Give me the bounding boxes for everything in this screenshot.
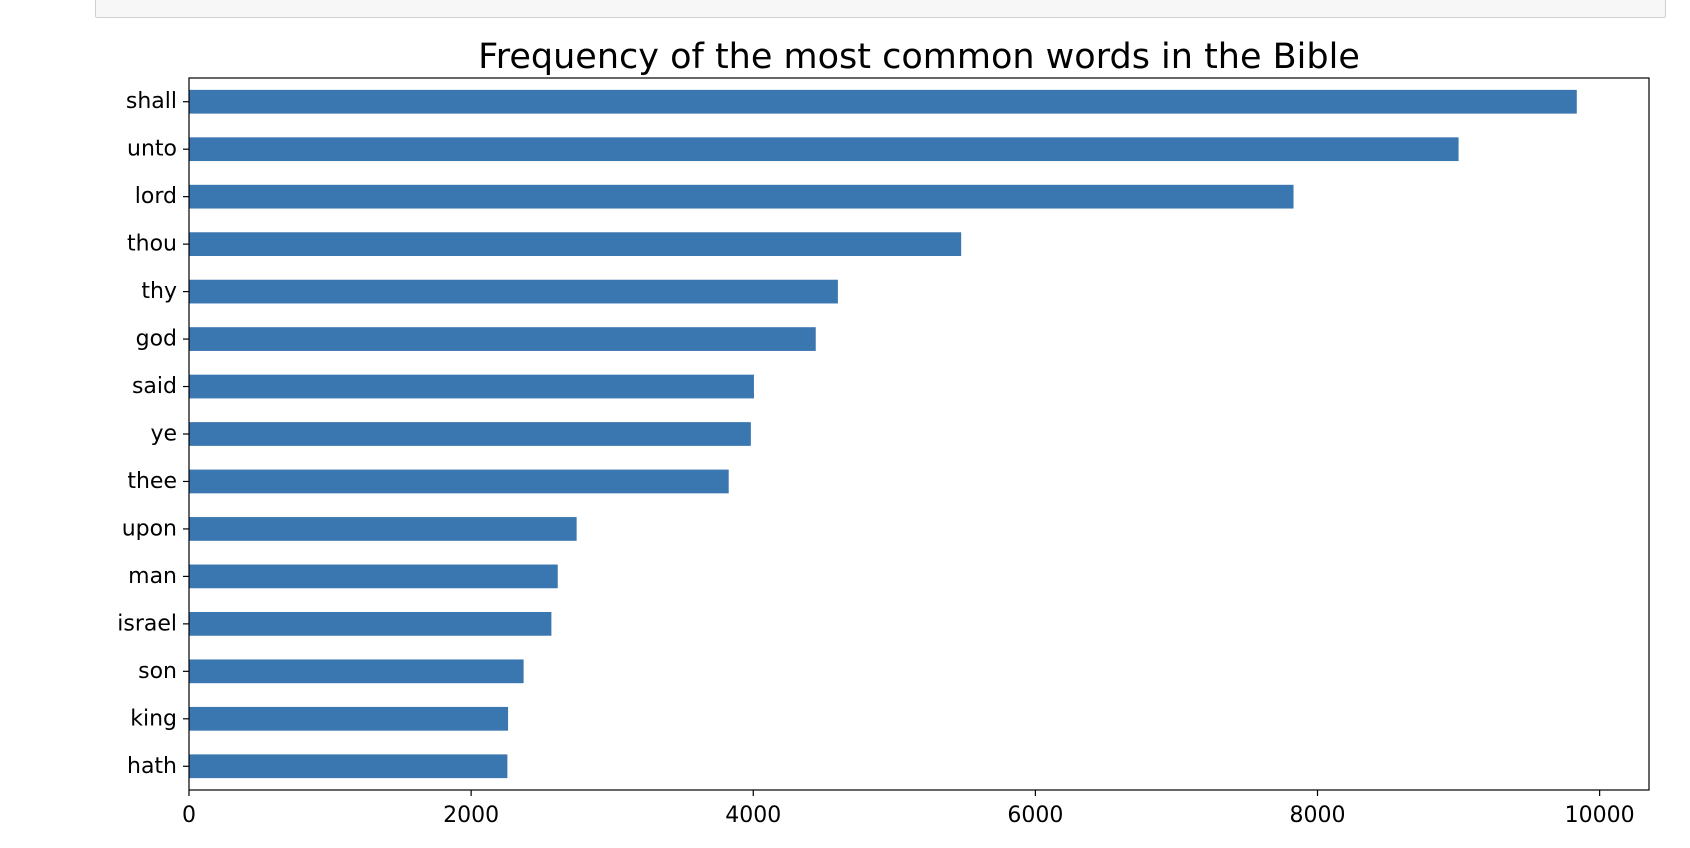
x-axis-ticks: 0 2000 4000 6000 8000 10000 — [182, 790, 1635, 828]
y-tick-label: man — [128, 564, 177, 589]
x-tick-label: 8000 — [1290, 803, 1346, 828]
y-tick-label: hath — [127, 754, 177, 779]
bar-unto — [189, 137, 1459, 162]
chart-title: Frequency of the most common words in th… — [478, 37, 1360, 77]
x-tick-label: 10000 — [1565, 803, 1635, 828]
x-tick-label: 4000 — [725, 803, 781, 828]
bars-group — [189, 89, 1577, 779]
bar-upon — [189, 517, 577, 541]
bar-man — [189, 564, 558, 589]
bar-israel — [189, 612, 552, 636]
bar-lord — [189, 184, 1294, 209]
bar-hath — [189, 754, 508, 779]
bar-ye — [189, 422, 751, 446]
plot-area-frame — [188, 77, 1650, 791]
y-tick-label: king — [130, 706, 177, 731]
x-tick-label: 6000 — [1007, 803, 1063, 828]
y-tick-label: ye — [150, 422, 177, 447]
bar-thy — [189, 279, 838, 304]
bar-king — [189, 706, 509, 731]
y-tick-label: upon — [122, 516, 177, 541]
x-tick-label: 0 — [182, 803, 196, 828]
x-tick-label: 2000 — [443, 803, 499, 828]
y-tick-label: thy — [141, 279, 177, 304]
bar-thee — [189, 469, 729, 494]
bar-god — [189, 327, 816, 351]
bar-shall — [189, 89, 1577, 114]
y-tick-label: said — [132, 374, 177, 399]
y-tick-label: unto — [127, 137, 177, 162]
y-tick-label: god — [136, 327, 177, 352]
y-tick-label: son — [138, 659, 177, 684]
bar-son — [189, 659, 524, 684]
y-axis-ticks: shall unto lord thou thy god said ye thee upon man… — [117, 89, 189, 779]
y-tick-label: israel — [117, 611, 177, 636]
y-tick-label: thou — [127, 232, 177, 257]
y-tick-label: thee — [127, 469, 177, 494]
bar-thou — [189, 232, 962, 256]
bar-said — [189, 374, 754, 399]
code-cell-input[interactable] — [95, 0, 1666, 18]
y-tick-label: shall — [126, 89, 177, 114]
y-tick-label: lord — [135, 184, 177, 209]
